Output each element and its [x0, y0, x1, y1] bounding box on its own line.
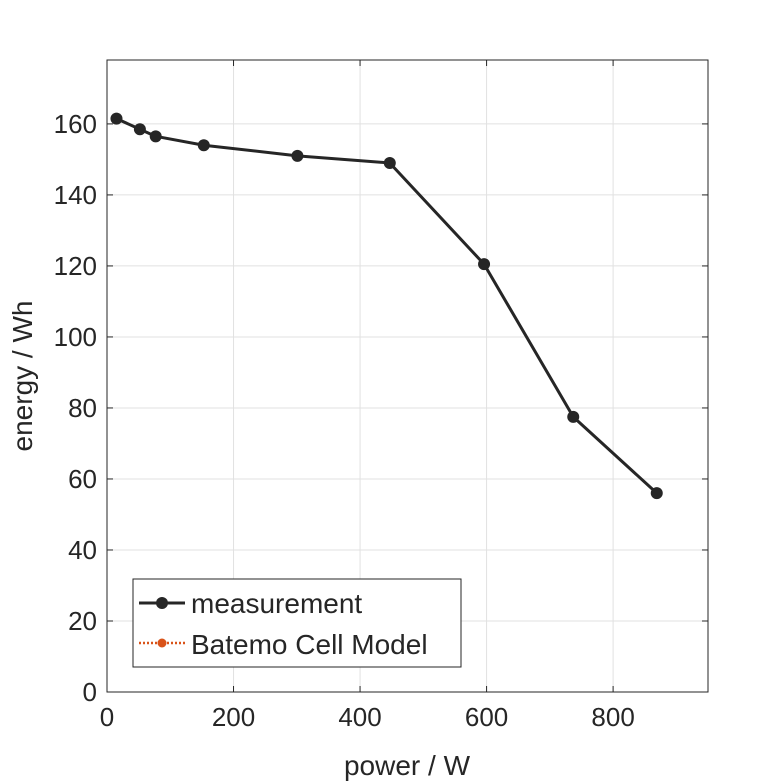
x-tick-label: 400	[338, 702, 381, 732]
data-point	[197, 139, 210, 152]
x-tick-label: 200	[212, 702, 255, 732]
y-tick-label: 40	[68, 535, 97, 565]
y-tick-label: 0	[83, 677, 97, 707]
legend-marker-batemo	[157, 638, 167, 648]
y-tick-label: 80	[68, 393, 97, 423]
data-point	[650, 487, 663, 500]
data-point	[149, 130, 162, 143]
y-ticks: 0 20 40 60 80 100 120 140 160	[54, 109, 708, 707]
series-layer	[110, 112, 663, 500]
legend-marker-measurement	[156, 597, 168, 609]
y-tick-label: 160	[54, 109, 97, 139]
y-tick-label: 100	[54, 322, 97, 352]
data-point	[133, 123, 146, 136]
legend-label-batemo: Batemo Cell Model	[191, 629, 428, 660]
y-tick-label: 120	[54, 251, 97, 281]
x-tick-label: 0	[100, 702, 114, 732]
data-point	[567, 410, 580, 423]
y-axis-label: energy / Wh	[7, 301, 38, 452]
data-point	[291, 149, 304, 162]
data-point	[478, 258, 491, 271]
y-tick-label: 140	[54, 180, 97, 210]
legend-box	[132, 578, 462, 668]
data-point	[110, 112, 123, 125]
y-tick-label: 20	[68, 606, 97, 636]
x-axis-label: power / W	[344, 750, 471, 781]
legend-label-measurement: measurement	[191, 588, 362, 619]
x-ticks: 0 200 400 600 800	[100, 60, 635, 732]
y-tick-label: 60	[68, 464, 97, 494]
x-tick-label: 800	[591, 702, 634, 732]
x-tick-label: 600	[465, 702, 508, 732]
y-grid	[107, 123, 708, 693]
data-point	[383, 156, 396, 169]
legend: measurement Batemo Cell Model	[132, 578, 462, 668]
plot-frame	[106, 59, 709, 693]
